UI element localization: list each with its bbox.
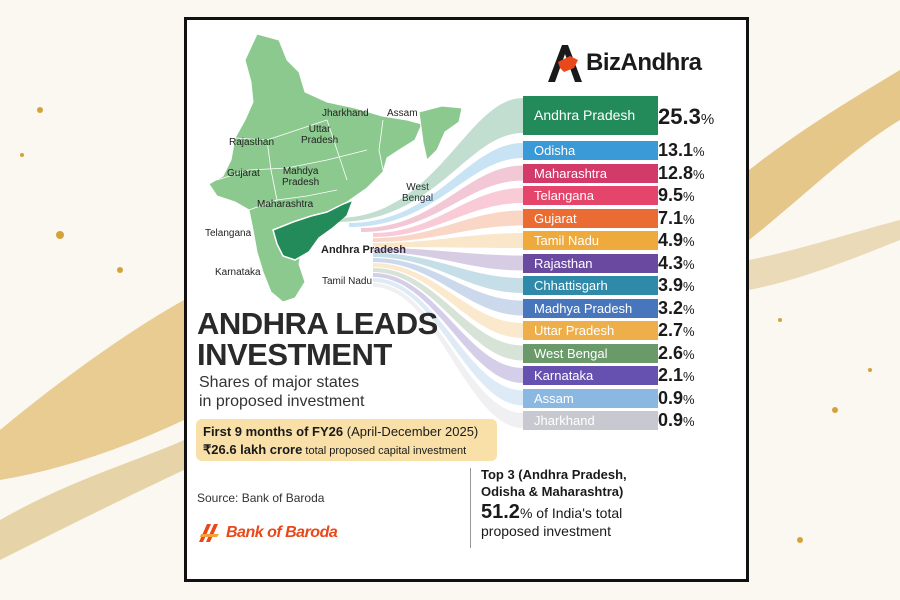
value-label-telangana: 9.5%: [658, 185, 695, 205]
ribbon-tamil-nadu: [373, 233, 523, 248]
map-label-tamil-nadu: Tamil Nadu: [322, 276, 373, 287]
map-label-maharashtra: Maharashtra: [257, 199, 314, 210]
ribbon-karnataka: [373, 273, 523, 383]
ribbon-west-bengal: [373, 268, 523, 361]
bar-chart: Andhra Pradesh 25.3% Odisha 13.1% Maharashtr…: [187, 20, 746, 579]
bar-gujarat: Gujarat: [523, 208, 658, 228]
value-label-odisha: 13.1%: [658, 140, 705, 160]
bar-andhra-pradesh: Andhra Pradesh: [523, 96, 658, 135]
value-label-tamil-nadu: 4.9%: [658, 230, 695, 250]
india-map-northeast: [418, 105, 463, 161]
map-label-jharkhand: Jharkhand: [322, 108, 369, 119]
ribbon-gujarat: [373, 210, 523, 242]
bar-chhattisgarh: Chhattisgarh: [523, 276, 658, 295]
ribbon-uttar-pradesh: [373, 263, 523, 338]
value-label-chhattisgarh: 3.9%: [658, 275, 695, 295]
ribbon-madhya-pradesh: [373, 258, 523, 316]
subheadline: Shares of major states in proposed inves…: [199, 374, 365, 410]
value-label-uttar-pradesh: 2.7%: [658, 320, 695, 340]
ribbon-jharkhand: [373, 283, 523, 428]
map-label-telangana: Telangana: [205, 228, 252, 239]
top3-title: Top 3 (Andhra Pradesh, Odisha & Maharash…: [481, 467, 627, 499]
value-label-andhra-pradesh: 25.3%: [658, 104, 715, 129]
divider-line: [470, 468, 471, 548]
ribbon-telangana: [373, 188, 523, 237]
map-label-rajasthan: Rajasthan: [229, 137, 275, 148]
map-label-assam: Assam: [387, 108, 418, 119]
map-label-karnataka: Karnataka: [215, 267, 261, 278]
ribbon-maharashtra: [361, 165, 523, 232]
value-label-gujarat: 7.1%: [658, 207, 695, 228]
value-label-rajasthan: 4.3%: [658, 252, 695, 273]
bank-of-baroda-icon: [199, 524, 219, 542]
value-label-karnataka: 2.1%: [658, 365, 695, 385]
value-label-jharkhand: 0.9%: [658, 410, 695, 430]
bank-of-baroda-logo: Bank of Baroda: [197, 522, 338, 544]
flow-ribbons: [337, 98, 523, 428]
bar-maharashtra: Maharashtra: [523, 163, 658, 183]
bar-jharkhand: Jharkhand: [523, 411, 658, 430]
bar-tamil-nadu: Tamil Nadu: [523, 231, 658, 250]
bank-of-baroda-name: Bank of Baroda: [226, 524, 338, 541]
india-map-mainland: [208, 33, 423, 303]
value-label-assam: 0.9%: [658, 387, 695, 408]
ribbon-rajasthan: [373, 248, 523, 271]
top3-summary: Top 3 (Andhra Pradesh, Odisha & Maharash…: [481, 466, 741, 540]
brand-logo: BizAndhra: [544, 42, 702, 84]
bar-madhya-pradesh: Madhya Pradesh: [523, 298, 658, 318]
bar-rajasthan: Rajasthan: [523, 253, 658, 273]
period-line: First 9 months of FY26 (April-December 2…: [203, 424, 479, 439]
value-label-west-bengal: 2.6%: [658, 342, 695, 363]
ribbon-chhattisgarh: [373, 253, 523, 293]
andhra-pradesh-region: [272, 198, 355, 261]
map-label-uttar-pradesh: Uttar Pradesh: [301, 124, 339, 146]
map-label-andhra-pradesh: Andhra Pradesh: [321, 244, 406, 256]
value-label-maharashtra: 12.8%: [658, 162, 705, 183]
bar-odisha: Odisha: [523, 141, 658, 160]
value-label-madhya-pradesh: 3.2%: [658, 297, 695, 318]
ribbon-andhra-pradesh: [337, 98, 523, 222]
ribbon-assam: [373, 278, 523, 406]
ribbon-odisha: [349, 143, 523, 227]
state-borders: [216, 119, 384, 211]
period-box: First 9 months of FY26 (April-December 2…: [196, 419, 497, 461]
bizandhra-logo-icon: [548, 45, 582, 82]
source-note: Source: Bank of Baroda: [197, 491, 325, 505]
map-label-madhya-pradesh: Mahdya Pradesh: [282, 166, 320, 188]
bar-karnataka: Karnataka: [523, 366, 658, 385]
headline: ANDHRA LEADS INVESTMENT: [197, 306, 438, 372]
top3-value: 51.2% of India's total proposed investme…: [481, 501, 623, 539]
map-label-west-bengal: West Bengal: [402, 182, 434, 204]
map-label-gujarat: Gujarat: [227, 168, 260, 179]
india-map: [208, 33, 463, 303]
brand-name: BizAndhra: [586, 49, 702, 76]
bar-assam: Assam: [523, 388, 658, 408]
amount-line: ₹26.6 lakh crore total proposed capital …: [203, 442, 467, 457]
bar-west-bengal: West Bengal: [523, 343, 658, 363]
infographic-card: Jharkhand Assam Rajasthan Uttar Pradesh G…: [184, 17, 749, 582]
bar-telangana: Telangana: [523, 186, 658, 205]
bar-uttar-pradesh: Uttar Pradesh: [523, 321, 658, 340]
